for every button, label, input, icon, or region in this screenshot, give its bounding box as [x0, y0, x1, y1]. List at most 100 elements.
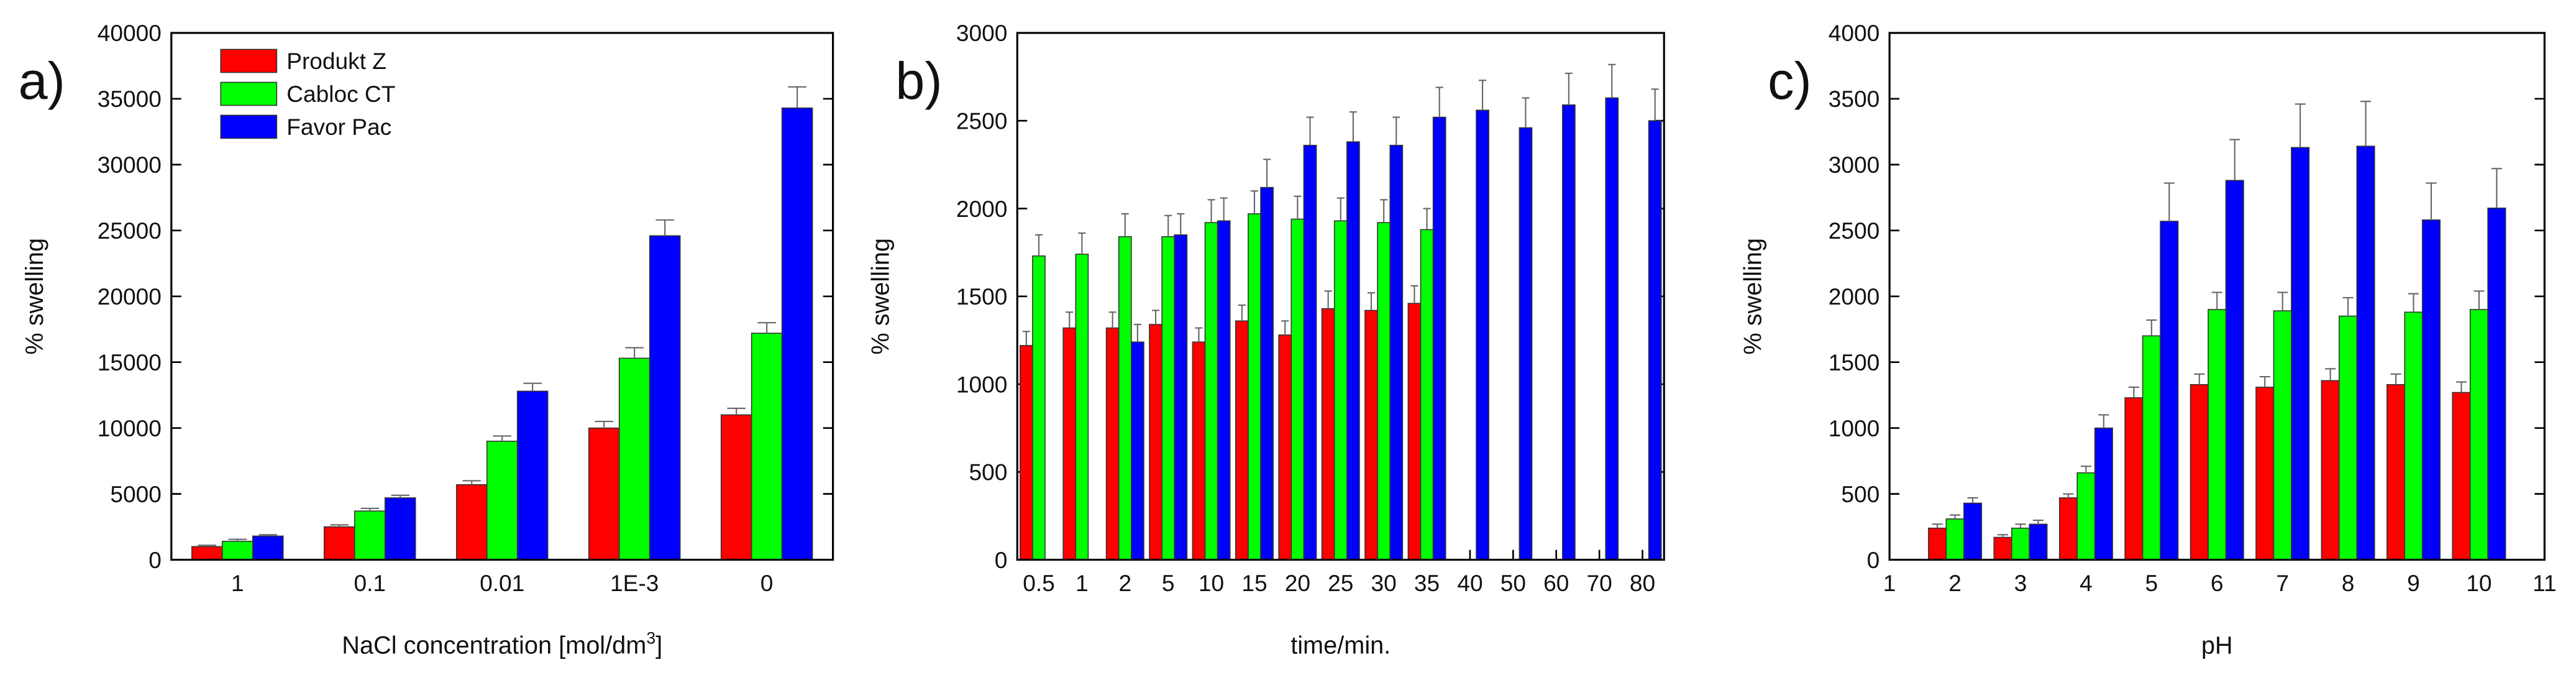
y-tick-label: 40000: [98, 20, 162, 46]
y-axis-label: % swelling: [21, 238, 48, 355]
error-bar: [1324, 290, 1332, 309]
x-tick-label: 1: [1076, 570, 1089, 596]
bar: [2339, 315, 2358, 561]
y-tick-label: 2000: [956, 196, 1007, 222]
x-tick-label: 5: [1162, 570, 1175, 596]
error-bar: [2277, 292, 2288, 311]
x-tick-label: 35: [1414, 570, 1440, 596]
error-bar: [1133, 323, 1141, 342]
bar: [2160, 221, 2179, 561]
x-tick-label: 80: [1630, 570, 1655, 596]
error-bar: [2015, 523, 2026, 528]
bar: [1032, 255, 1046, 561]
error-bar: [1967, 497, 1978, 503]
bar: [486, 441, 518, 561]
error-bar: [258, 534, 277, 536]
error-bar: [2342, 296, 2354, 316]
bar: [2094, 427, 2113, 561]
legend-label: Produkt Z: [286, 48, 386, 74]
bar: [2255, 387, 2275, 561]
x-tick-label: 6: [2211, 570, 2224, 596]
y-tick-label: 1500: [956, 283, 1007, 310]
bar: [1605, 97, 1619, 561]
error-bar: [1108, 311, 1117, 328]
plot-frame: [1888, 32, 2546, 561]
legend-label: Cabloc CT: [286, 81, 395, 107]
error-bar: [1410, 285, 1418, 304]
bar: [2487, 208, 2506, 561]
bar: [1364, 310, 1378, 561]
y-tick-label: 500: [1841, 481, 1879, 507]
y-tick-label: 1000: [1829, 415, 1879, 441]
x-tick-label: 4: [2080, 570, 2093, 596]
bar: [1062, 327, 1077, 561]
x-tick-label: 8: [2342, 570, 2355, 596]
x-tick-label: 0.01: [480, 570, 524, 596]
error-bar: [1306, 116, 1314, 145]
error-bar: [391, 494, 409, 498]
bar: [2208, 309, 2227, 561]
bar: [1420, 229, 1434, 561]
error-bar: [493, 435, 511, 441]
bar: [1204, 222, 1218, 561]
bar: [1321, 308, 1335, 561]
y-tick-label: 30000: [98, 152, 162, 178]
error-bar: [2360, 101, 2372, 147]
bar: [2469, 309, 2488, 561]
error-bar: [2259, 375, 2270, 387]
error-bar: [1164, 214, 1172, 237]
error-bar: [1380, 199, 1388, 223]
error-bar: [757, 322, 776, 334]
x-tick-label: 5: [2145, 570, 2158, 596]
plot-frame: [1016, 32, 1665, 561]
bar: [191, 546, 223, 561]
x-tick-label: 0.1: [354, 570, 386, 596]
error-bar: [1564, 72, 1573, 105]
error-bar: [1651, 88, 1659, 121]
error-bar: [523, 382, 542, 392]
error-bar: [2080, 466, 2091, 473]
error-bar: [1932, 523, 1943, 528]
error-bar: [1336, 197, 1345, 221]
bar: [618, 357, 651, 561]
y-tick-label: 20000: [98, 283, 162, 310]
x-tick-label: 20: [1285, 570, 1310, 596]
y-axis-label: % swelling: [1740, 238, 1767, 355]
bar: [1993, 536, 2012, 561]
x-tick-label: 70: [1587, 570, 1612, 596]
legend-swatch: [220, 48, 278, 73]
x-tick-label: 9: [2407, 570, 2420, 596]
bar: [1174, 234, 1188, 561]
bar: [1945, 518, 1965, 561]
x-tick-label: 25: [1328, 570, 1353, 596]
bar: [1290, 218, 1305, 561]
error-bar: [1238, 304, 1246, 321]
error-bar: [2473, 290, 2485, 310]
x-axis-label-text: time/min.: [1290, 632, 1391, 659]
panel-label: b): [895, 51, 942, 110]
bar: [323, 526, 355, 561]
bar: [1161, 236, 1176, 561]
x-tick-label: 1: [231, 570, 244, 596]
error-bar: [1066, 311, 1074, 328]
bar: [2058, 497, 2078, 561]
x-axis-label-text: NaCl concentration [mol/dm: [342, 632, 646, 659]
y-tick-label: 10000: [98, 415, 162, 441]
error-bar: [1121, 213, 1129, 237]
y-axis-label: % swelling: [867, 238, 895, 355]
error-bar: [2455, 381, 2467, 393]
bar: [1389, 145, 1404, 561]
bar: [1407, 303, 1422, 561]
bar: [2291, 147, 2310, 561]
bar: [649, 235, 681, 561]
error-bar: [462, 480, 481, 485]
error-bar: [655, 219, 674, 236]
error-bar: [1207, 199, 1215, 223]
bar: [1648, 120, 1662, 561]
error-bar: [1035, 234, 1043, 256]
error-bar: [2063, 493, 2074, 498]
error-bar: [1281, 320, 1289, 335]
error-bar: [1522, 97, 1530, 128]
